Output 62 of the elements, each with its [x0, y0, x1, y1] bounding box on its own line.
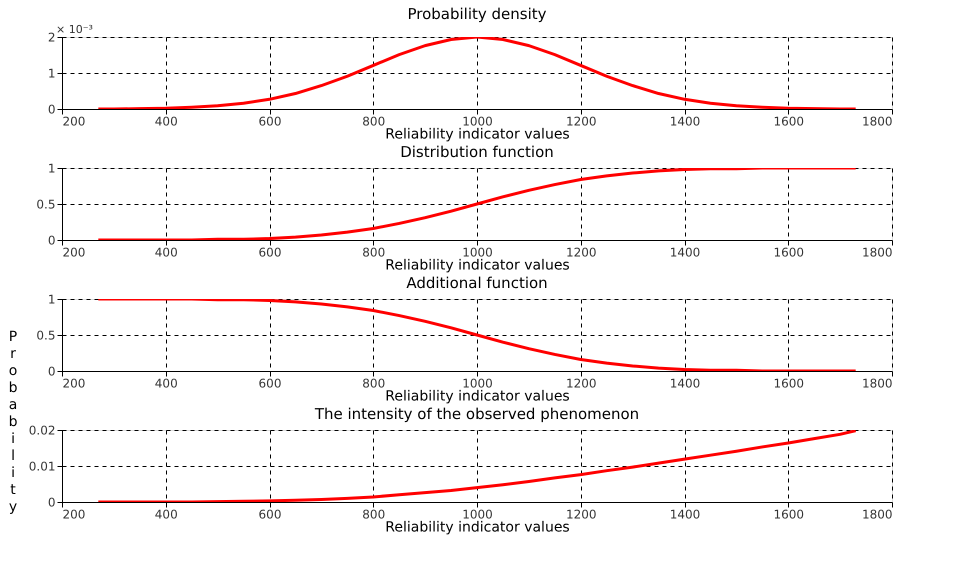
text: × 10⁻³ — [56, 23, 93, 36]
x-tick-label: 1000 — [462, 508, 493, 522]
x-tick-label: 800 — [362, 508, 386, 522]
line-series — [96, 168, 858, 240]
y-tick-label: 0 — [48, 496, 56, 510]
x-tick-label: 600 — [258, 114, 282, 128]
y-tick-label: 0.5 — [36, 328, 56, 342]
x-tick-label: 800 — [362, 246, 386, 260]
y-tick-label: 0.02 — [28, 424, 56, 438]
x-axis-title: Reliability indicator values — [385, 258, 570, 274]
chart-title: The intensity of the observed phenomenon — [314, 405, 640, 423]
x-tick-label: 1400 — [670, 246, 700, 260]
y-tick-label: 0.01 — [28, 460, 56, 474]
x-tick-label: 1800 — [862, 246, 892, 260]
x-tick-label: 800 — [362, 114, 386, 128]
y-tick-label: 0 — [48, 364, 56, 378]
line-series — [96, 299, 858, 371]
x-tick-label: 200 — [62, 246, 86, 260]
x-tick-label: 1000 — [462, 376, 493, 390]
x-axis-title: Reliability indicator values — [385, 520, 570, 536]
x-tick-label: 1800 — [862, 376, 892, 390]
x-tick-label: 1400 — [670, 376, 700, 390]
x-tick-label: 1600 — [773, 246, 804, 260]
x-tick-label: 1800 — [862, 508, 892, 522]
chart-title: Probability density — [407, 5, 547, 23]
x-tick-label: 1200 — [566, 114, 597, 128]
x-tick-label: 600 — [258, 508, 282, 522]
x-tick-label: 1200 — [566, 508, 597, 522]
x-tick-label: 400 — [154, 508, 178, 522]
x-tick-label: 1000 — [462, 246, 493, 260]
x-tick-label: 200 — [62, 376, 86, 390]
y-tick-label: 1 — [48, 162, 56, 176]
x-tick-label: 1200 — [566, 376, 597, 390]
x-tick-label: 1600 — [773, 508, 804, 522]
x-tick-label: 800 — [362, 376, 386, 390]
x-tick-label: 1600 — [773, 376, 804, 390]
x-tick-label: 200 — [62, 508, 86, 522]
x-tick-label: 400 — [154, 376, 178, 390]
x-tick-label: 1400 — [670, 508, 700, 522]
x-axis-title: Reliability indicator values — [385, 126, 570, 142]
line-series — [96, 37, 858, 109]
x-tick-label: 600 — [258, 246, 282, 260]
x-tick-label: 400 — [154, 246, 178, 260]
y-tick-label: 1 — [48, 66, 56, 80]
x-tick-label: 1400 — [670, 114, 700, 128]
x-tick-label: 1600 — [773, 114, 804, 128]
text: Probability — [8, 329, 18, 515]
x-tick-label: 400 — [154, 114, 178, 128]
y-tick-label: 1 — [48, 292, 56, 306]
x-tick-label: 1800 — [862, 114, 892, 128]
x-axis-title: Reliability indicator values — [385, 388, 570, 404]
y-tick-label: 2 — [48, 30, 56, 44]
line-series — [96, 430, 858, 502]
chart-title: Additional function — [406, 274, 548, 292]
y-tick-label: 0 — [48, 102, 56, 116]
x-tick-label: 200 — [62, 114, 86, 128]
x-tick-label: 600 — [258, 376, 282, 390]
y-tick-label: 0 — [48, 234, 56, 248]
x-tick-label: 1200 — [566, 246, 597, 260]
y-tick-label: 0.5 — [36, 198, 56, 212]
chart-title: Distribution function — [400, 143, 554, 161]
x-tick-label: 1000 — [462, 114, 493, 128]
